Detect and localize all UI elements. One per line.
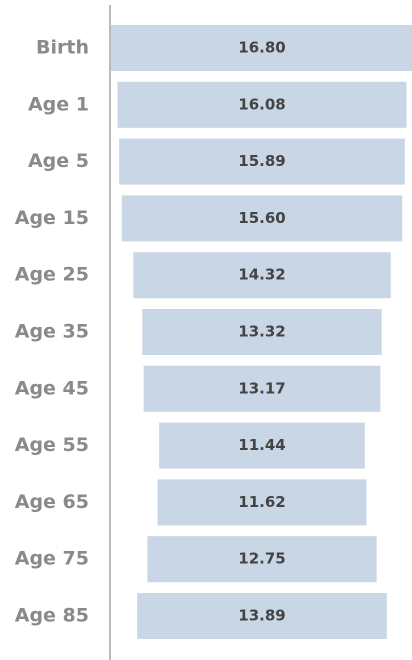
bar <box>147 536 377 583</box>
category-label: Age 5 <box>28 150 89 172</box>
value-label: 16.80 <box>238 39 285 57</box>
category-label: Age 1 <box>28 93 89 115</box>
value-label: 14.32 <box>238 266 285 284</box>
bar <box>137 593 387 639</box>
value-label: 11.62 <box>238 493 285 511</box>
bar <box>142 309 382 355</box>
category-label: Age 55 <box>15 434 89 456</box>
value-label: 15.89 <box>238 152 285 170</box>
category-label: Age 35 <box>15 321 89 343</box>
category-label: Age 45 <box>15 377 89 399</box>
value-label: 13.89 <box>238 607 285 625</box>
category-label: Age 15 <box>15 207 89 229</box>
bar <box>143 365 381 412</box>
category-label: Age 65 <box>15 491 89 513</box>
bar <box>121 195 403 242</box>
bar <box>159 422 365 469</box>
bar <box>133 252 391 299</box>
value-label: 15.60 <box>238 209 285 227</box>
value-label: 13.17 <box>238 379 285 397</box>
bar <box>117 81 407 128</box>
value-label: 12.75 <box>238 550 285 568</box>
category-label: Age 25 <box>15 264 89 286</box>
bar <box>119 138 405 185</box>
category-label: Age 75 <box>15 548 89 570</box>
category-label: Birth <box>36 37 89 59</box>
category-label: Age 85 <box>15 605 89 627</box>
bar <box>111 25 412 71</box>
value-label: 16.08 <box>238 95 285 113</box>
value-label: 11.44 <box>238 436 285 454</box>
bar <box>157 479 367 526</box>
value-label: 13.32 <box>238 323 285 341</box>
